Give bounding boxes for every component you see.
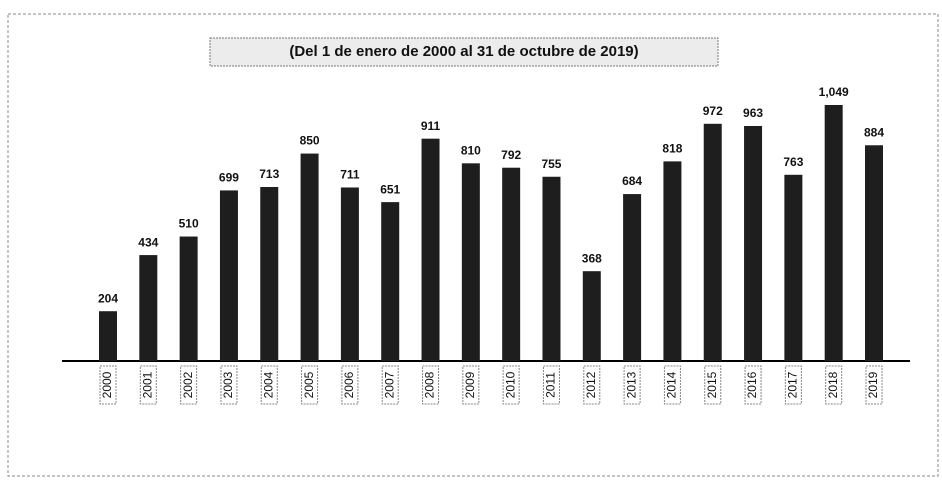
value-label: 963	[743, 106, 763, 120]
value-label: 711	[340, 168, 360, 182]
x-tick-box	[220, 365, 238, 405]
bar	[623, 194, 642, 361]
value-label: 792	[501, 148, 521, 162]
x-tick-label: 2007	[382, 371, 396, 398]
bar	[139, 255, 158, 361]
x-tick-label: 2018	[826, 371, 840, 398]
value-label: 699	[219, 171, 239, 185]
x-tick-label: 2016	[745, 371, 759, 398]
x-tick-box	[422, 365, 440, 405]
value-label: 684	[622, 174, 642, 188]
x-tick-box	[260, 365, 278, 405]
value-label: 972	[703, 104, 723, 118]
bar	[219, 190, 238, 361]
x-tick-box	[301, 365, 319, 405]
bar	[663, 161, 682, 361]
x-tick-label: 2014	[665, 371, 679, 398]
bar	[824, 105, 843, 361]
bar	[542, 176, 561, 361]
bar	[381, 202, 400, 361]
x-tick-label: 2009	[463, 371, 477, 398]
value-label: 651	[380, 182, 400, 196]
x-tick-box	[139, 365, 157, 405]
x-tick-label: 2011	[544, 372, 558, 398]
bar	[300, 153, 319, 361]
x-tick-box	[663, 365, 681, 405]
bar	[421, 138, 440, 361]
x-tick-label: 2010	[503, 371, 517, 398]
value-label: 713	[259, 167, 279, 181]
bar	[502, 167, 521, 361]
bar	[99, 311, 117, 361]
x-tick-box	[784, 365, 802, 405]
bar	[340, 187, 359, 361]
value-label: 818	[662, 142, 682, 156]
value-label: 810	[461, 143, 481, 157]
value-label: 434	[138, 235, 158, 249]
x-tick-label: 2004	[261, 371, 275, 398]
value-label: 1,049	[819, 85, 849, 99]
value-label: 850	[300, 134, 320, 148]
chart-title: (Del 1 de enero de 2000 al 31 de octubre…	[289, 43, 638, 60]
bar	[865, 145, 883, 361]
x-tick-box	[542, 365, 560, 405]
bar	[784, 174, 803, 361]
frame	[7, 13, 939, 477]
bar	[179, 236, 198, 361]
bar	[582, 271, 601, 361]
x-tick-box	[99, 365, 117, 405]
value-label: 884	[864, 125, 884, 139]
x-tick-box	[341, 365, 359, 405]
x-tick-box	[583, 365, 601, 405]
x-tick-label: 2012	[584, 371, 598, 398]
x-tick-label: 2013	[624, 371, 638, 398]
value-label: 763	[783, 155, 803, 169]
x-tick-box	[623, 365, 641, 405]
value-label: 911	[421, 119, 441, 133]
title-box	[209, 37, 719, 67]
x-tick-label: 2015	[705, 371, 719, 398]
x-tick-box	[704, 365, 722, 405]
x-tick-box	[825, 365, 843, 405]
x-tick-box	[180, 365, 198, 405]
x-tick-box	[865, 365, 883, 405]
x-tick-label: 2001	[140, 371, 154, 398]
value-label: 755	[541, 157, 561, 171]
bar	[703, 123, 722, 361]
x-tick-label: 2008	[423, 371, 437, 398]
x-tick-label: 2017	[786, 371, 800, 398]
bar	[461, 163, 480, 361]
x-tick-label: 2000	[100, 371, 114, 398]
x-tick-box	[502, 365, 520, 405]
bar	[260, 186, 279, 361]
x-tick-label: 2005	[302, 371, 316, 398]
x-tick-label: 2003	[221, 371, 235, 398]
x-tick-label: 2006	[342, 371, 356, 398]
x-tick-label: 2019	[866, 371, 880, 398]
value-label: 510	[179, 217, 199, 231]
bar	[744, 125, 763, 361]
x-tick-box	[462, 365, 480, 405]
value-label: 204	[98, 291, 118, 305]
value-label: 368	[582, 251, 602, 265]
x-tick-label: 2002	[181, 371, 195, 398]
x-tick-box	[381, 365, 399, 405]
x-tick-box	[744, 365, 762, 405]
